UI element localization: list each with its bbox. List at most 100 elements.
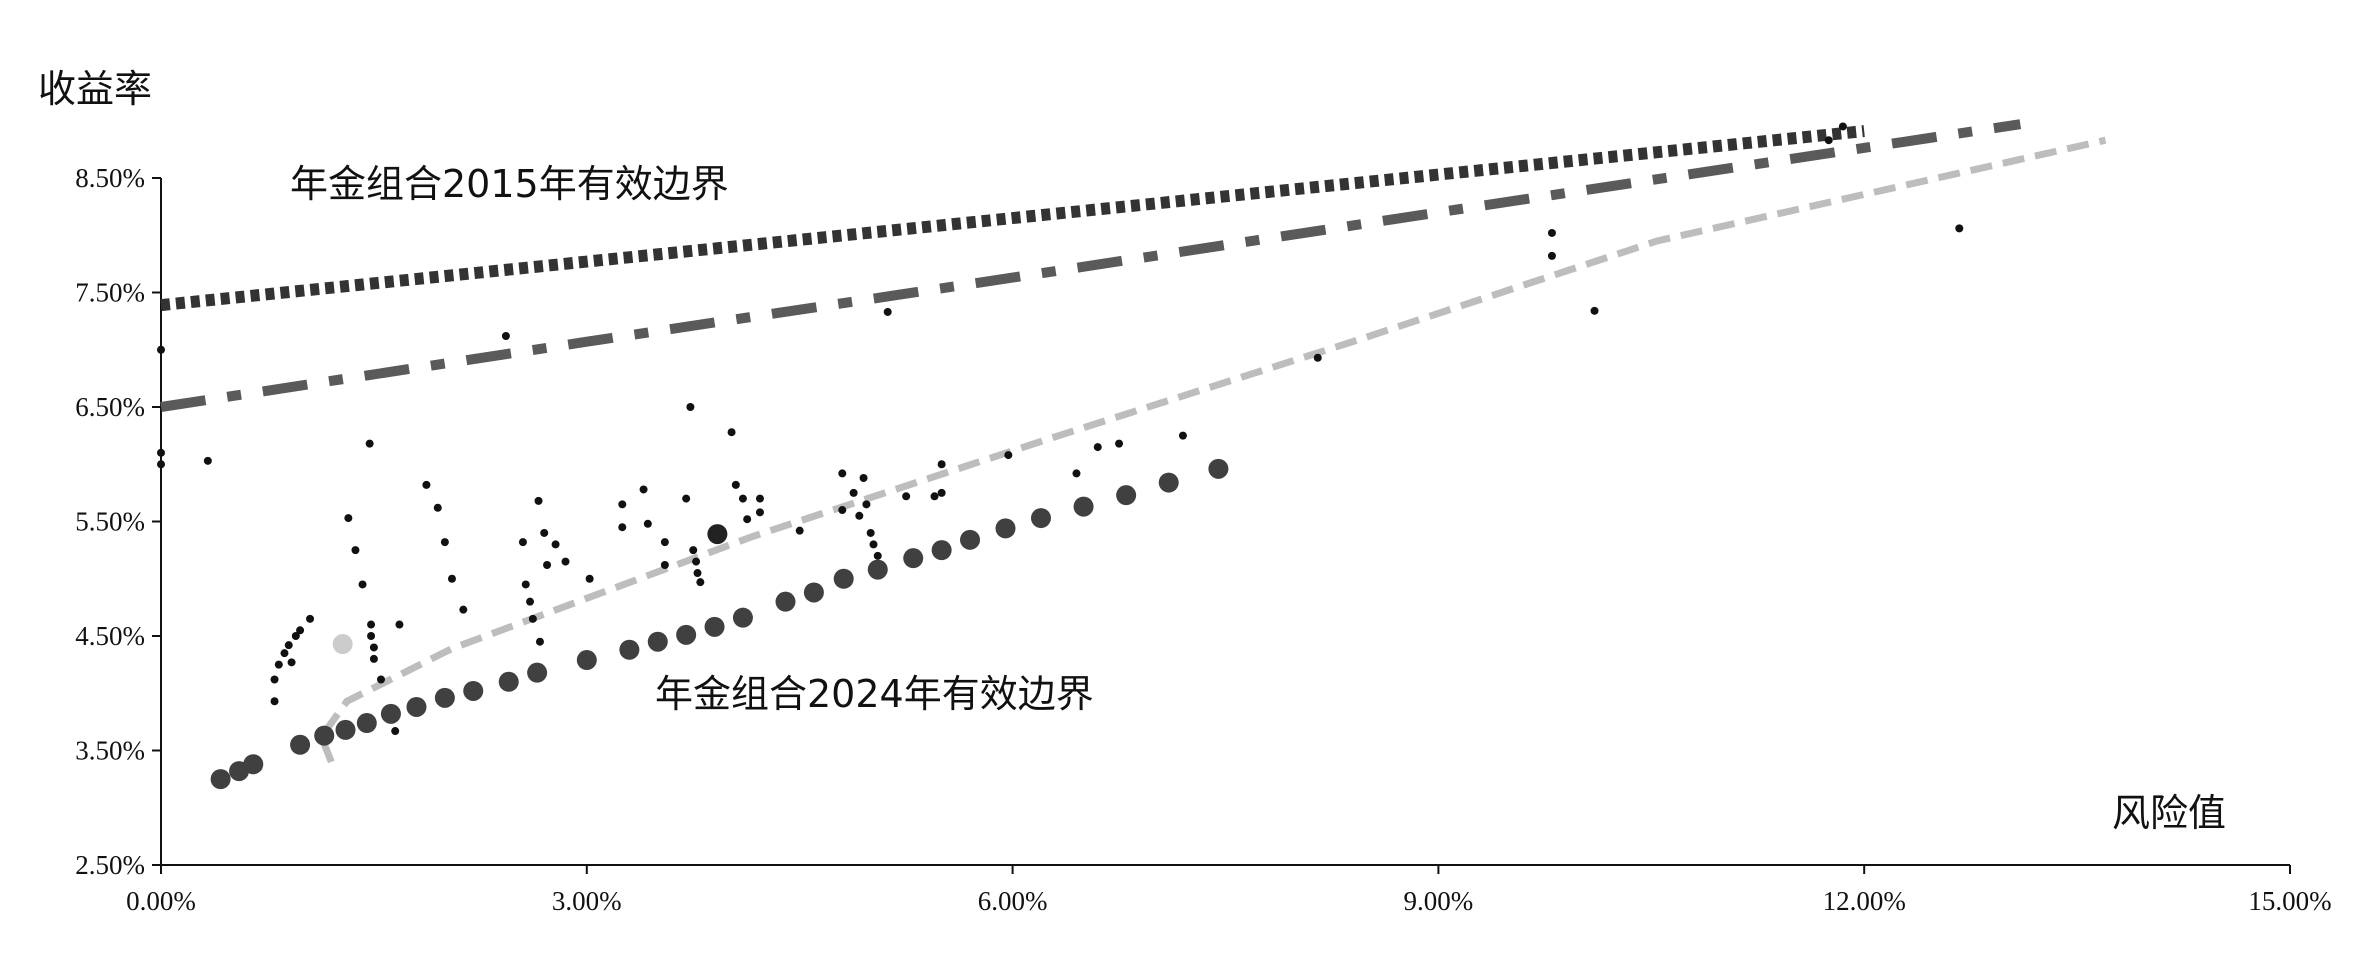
frontier-line <box>160 125 1865 312</box>
point <box>433 503 442 512</box>
point <box>838 469 847 478</box>
point <box>930 492 939 501</box>
point <box>1547 251 1556 260</box>
point <box>296 626 305 635</box>
point <box>551 540 560 549</box>
point <box>743 515 752 524</box>
point <box>867 559 888 580</box>
point <box>369 643 378 652</box>
frontier-line <box>160 119 2022 412</box>
point <box>903 548 924 569</box>
point <box>576 650 597 671</box>
point <box>1547 228 1556 237</box>
point <box>561 557 570 566</box>
point <box>287 658 296 667</box>
point <box>755 494 764 503</box>
point <box>937 488 946 497</box>
point <box>521 580 530 589</box>
point <box>535 637 544 646</box>
point <box>543 561 552 570</box>
point <box>528 614 537 623</box>
point <box>849 488 858 497</box>
point <box>795 526 804 535</box>
frontier-line <box>317 136 2107 764</box>
x-tick-label: 0.00% <box>126 886 196 916</box>
point <box>618 523 627 532</box>
point <box>660 561 669 570</box>
point <box>775 591 796 612</box>
point <box>422 480 431 489</box>
point <box>803 582 824 603</box>
point <box>290 734 311 755</box>
point <box>693 569 702 578</box>
point <box>210 769 231 790</box>
point <box>306 614 315 623</box>
point <box>696 578 705 587</box>
point <box>332 634 353 655</box>
point <box>358 580 367 589</box>
point <box>280 649 289 658</box>
point <box>686 403 695 411</box>
point <box>1073 496 1094 517</box>
point <box>391 727 400 736</box>
point <box>1004 451 1013 460</box>
point <box>395 620 404 629</box>
y-tick-label: 2.50% <box>75 850 145 880</box>
point <box>869 540 878 549</box>
point <box>1072 469 1081 478</box>
point <box>689 546 698 555</box>
point <box>707 524 728 545</box>
y-tick-label: 4.50% <box>75 621 145 651</box>
point <box>356 713 377 734</box>
point <box>157 345 165 354</box>
point <box>1955 224 1964 233</box>
point <box>855 511 864 520</box>
point <box>838 506 847 515</box>
point <box>937 460 946 469</box>
point <box>1824 136 1833 145</box>
point <box>351 546 360 555</box>
point <box>676 624 697 645</box>
point <box>157 460 165 469</box>
point <box>518 538 527 547</box>
point <box>639 485 648 494</box>
point <box>459 605 468 614</box>
point <box>540 528 549 537</box>
point <box>862 500 871 509</box>
point <box>270 697 279 706</box>
y-tick-label: 7.50% <box>75 278 145 308</box>
point <box>367 620 376 629</box>
point <box>1178 431 1187 440</box>
y-axis-label: 收益率 <box>38 67 152 111</box>
point <box>380 703 401 724</box>
point <box>463 680 484 701</box>
point <box>335 719 356 740</box>
x-tick-label: 6.00% <box>978 886 1048 916</box>
annotation: 年金组合2024年有效边界 <box>655 672 1094 716</box>
point <box>859 473 868 482</box>
y-tick-label: 5.50% <box>75 507 145 537</box>
point <box>660 538 669 547</box>
point <box>367 632 376 640</box>
y-tick-label: 6.50% <box>75 392 145 422</box>
point <box>365 439 374 448</box>
point <box>755 508 764 517</box>
point <box>682 494 691 503</box>
point <box>960 529 981 550</box>
point <box>1115 439 1124 448</box>
point <box>1590 306 1599 315</box>
point <box>833 568 854 589</box>
point <box>534 496 543 505</box>
point <box>1093 443 1102 452</box>
x-tick-label: 15.00% <box>2248 886 2331 916</box>
point <box>873 551 882 560</box>
point <box>527 662 548 683</box>
point <box>274 660 283 669</box>
point <box>291 632 300 640</box>
point <box>731 480 740 489</box>
point <box>732 607 753 628</box>
point <box>647 631 668 652</box>
point <box>866 528 875 537</box>
point <box>704 616 725 637</box>
